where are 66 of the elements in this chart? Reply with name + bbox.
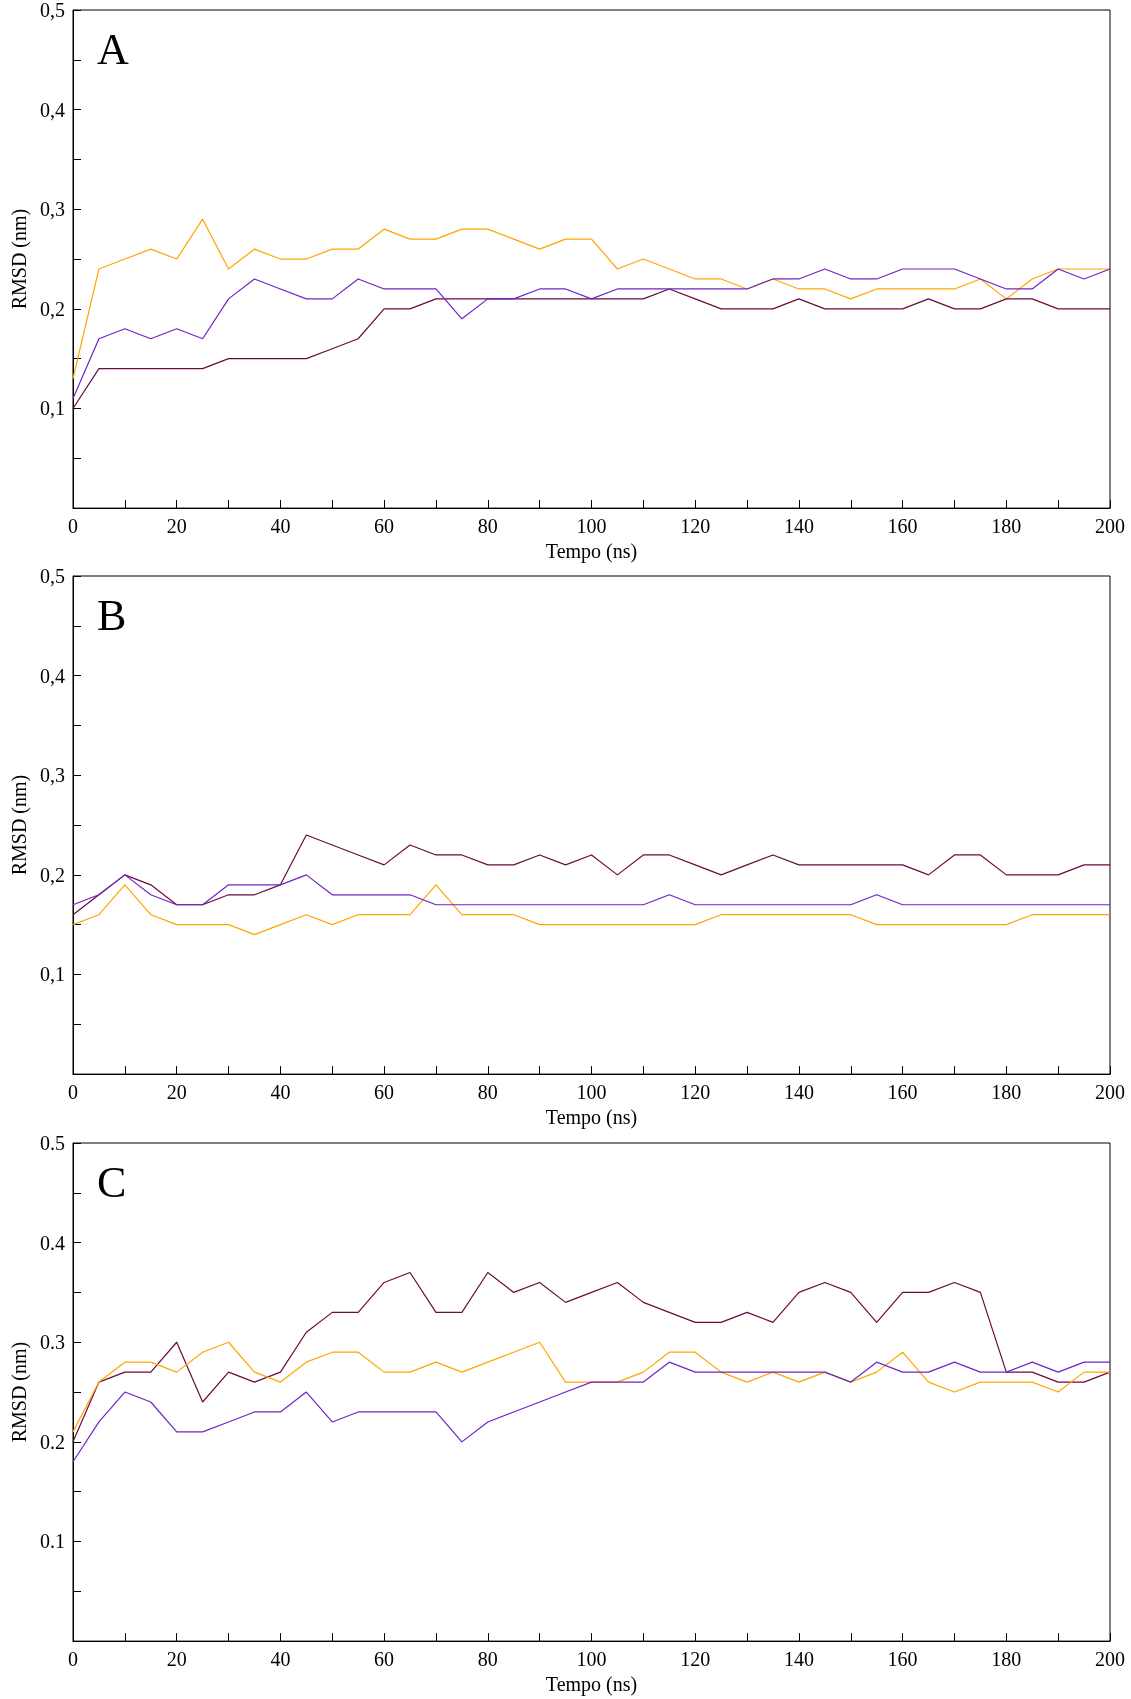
x-tick-label: 140 [783, 1647, 814, 1670]
x-tick-label: 160 [887, 1081, 918, 1104]
x-tick-label: 120 [680, 515, 711, 538]
y-tick-label: 0,1 [40, 397, 65, 420]
x-tick-label: 100 [576, 1647, 607, 1670]
x-tick-label: 60 [374, 1081, 395, 1104]
y-axis-title: RMSD (nm) [8, 208, 32, 310]
line-series [72, 1361, 1111, 1463]
y-tick-label: 0,5 [40, 0, 65, 21]
x-tick-label: 120 [680, 1647, 711, 1670]
x-tick-label: 100 [576, 515, 607, 538]
x-tick-label: 20 [166, 515, 187, 538]
x-tick-label: 40 [270, 1647, 291, 1670]
x-tick-label: 180 [991, 1647, 1022, 1670]
x-tick-label: 80 [477, 1081, 498, 1104]
x-tick-label: 180 [991, 1081, 1022, 1104]
x-tick-label: 0 [68, 1647, 78, 1670]
x-tick-label: 160 [887, 515, 918, 538]
x-tick-label: 0 [68, 1081, 78, 1104]
y-tick-label: 0.5 [40, 1131, 65, 1154]
y-tick-label: 0,1 [40, 963, 65, 986]
line-series [72, 874, 1111, 906]
x-tick-label: 140 [783, 1081, 814, 1104]
y-tick-label: 0,2 [40, 297, 65, 320]
x-axis-title: Tempo (ns) [545, 1106, 638, 1130]
chart-title: B [97, 590, 127, 640]
y-tick-label: 0,4 [40, 664, 65, 687]
x-tick-label: 0 [68, 515, 78, 538]
x-tick-label: 120 [680, 1081, 711, 1104]
x-tick-label: 100 [576, 1081, 607, 1104]
chart-title: A [97, 24, 129, 74]
x-tick-label: 200 [1095, 1647, 1125, 1670]
x-tick-label: 200 [1095, 515, 1125, 538]
y-tick-label: 0.2 [40, 1430, 65, 1453]
line-series [72, 1271, 1111, 1443]
x-tick-label: 60 [374, 515, 395, 538]
y-tick-label: 0.4 [40, 1231, 65, 1254]
x-tick-label: 80 [477, 515, 498, 538]
y-tick-label: 0,5 [40, 565, 65, 588]
x-axis-title: Tempo (ns) [545, 540, 638, 563]
y-axis-title: RMSD (nm) [8, 1341, 32, 1442]
y-tick-label: 0,3 [40, 198, 65, 221]
line-series [72, 884, 1111, 936]
x-tick-label: 180 [991, 515, 1022, 538]
x-tick-label: 160 [887, 1647, 918, 1670]
y-tick-label: 0.3 [40, 1330, 65, 1353]
x-tick-label: 140 [783, 515, 814, 538]
x-tick-label: 40 [270, 515, 291, 538]
x-tick-label: 20 [166, 1647, 187, 1670]
line-series [72, 1341, 1111, 1433]
line-series [72, 218, 1111, 380]
x-tick-label: 80 [477, 1647, 498, 1670]
line-series [72, 288, 1111, 410]
chart-title: C [97, 1157, 127, 1207]
x-tick-label: 40 [270, 1081, 291, 1104]
x-tick-label: 20 [166, 1081, 187, 1104]
y-axis-title: RMSD (nm) [8, 775, 32, 876]
line-series [72, 268, 1111, 400]
y-tick-label: 0,4 [40, 98, 65, 121]
y-tick-label: 0,3 [40, 764, 65, 787]
y-tick-label: 0.1 [40, 1530, 65, 1553]
y-tick-label: 0,2 [40, 864, 65, 887]
x-tick-label: 60 [374, 1647, 395, 1670]
line-series [72, 834, 1111, 916]
x-tick-label: 200 [1095, 1081, 1125, 1104]
x-axis-title: Tempo (ns) [545, 1672, 638, 1696]
